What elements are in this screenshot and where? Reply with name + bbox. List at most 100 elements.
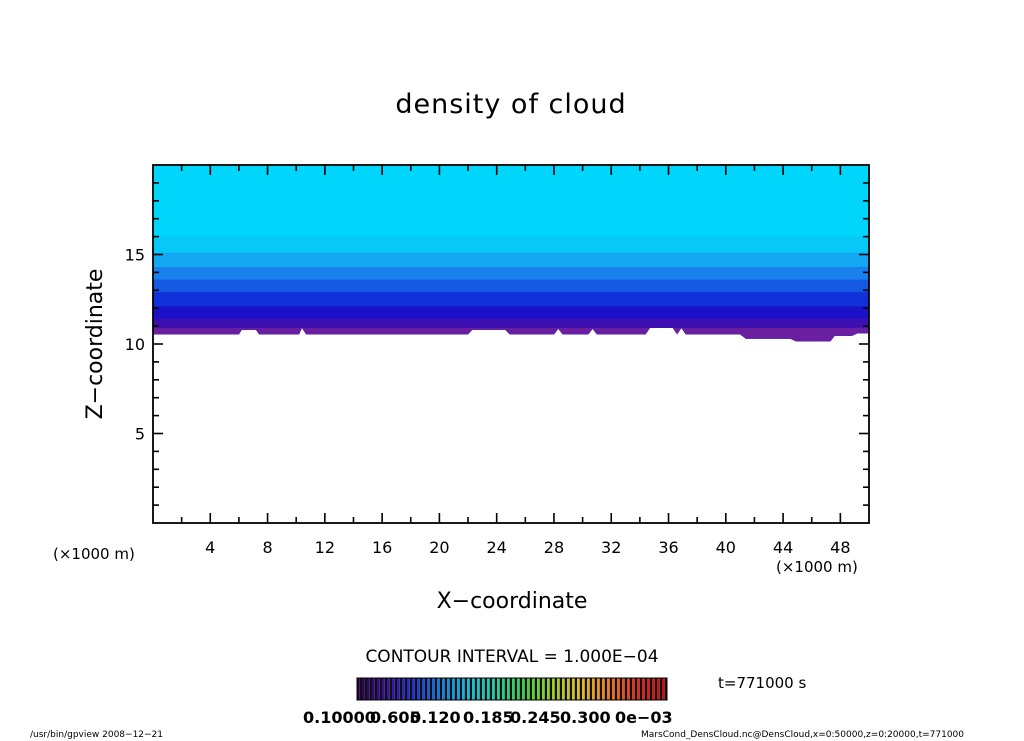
colorbar-separator xyxy=(614,678,617,700)
colorbar-swatch xyxy=(647,678,650,700)
colorbar-separator xyxy=(424,678,427,700)
colorbar-swatch xyxy=(427,678,430,700)
colorbar-tick-label: 0.185 xyxy=(463,708,514,727)
colorbar-separator xyxy=(479,678,482,700)
colorbar-swatch xyxy=(382,678,385,700)
x-tick-label: 4 xyxy=(205,538,215,557)
colorbar-separator xyxy=(574,678,577,700)
x-axis-ticks: 4 8 12 16 20 24 28 32 36 40 44 48 xyxy=(180,165,851,557)
colorbar-separator xyxy=(379,678,382,700)
colorbar-swatch xyxy=(437,678,440,700)
colorbar-separator xyxy=(419,678,422,700)
colorbar-separator xyxy=(589,678,592,700)
colorbar-swatch xyxy=(457,678,460,700)
colorbar-separator xyxy=(484,678,487,700)
colorbar-separator xyxy=(524,678,527,700)
colorbar-swatch xyxy=(542,678,545,700)
colorbar-separator xyxy=(529,678,532,700)
colorbar-swatch xyxy=(522,678,525,700)
colorbar-separator xyxy=(494,678,497,700)
colorbar-separator xyxy=(474,678,477,700)
x-tick-label: 8 xyxy=(262,538,272,557)
y-tick-label: 15 xyxy=(125,246,145,265)
colorbar-swatch xyxy=(547,678,550,700)
colorbar-separator xyxy=(439,678,442,700)
x-axis-label: X−coordinate xyxy=(437,589,588,614)
colorbar-swatch xyxy=(637,678,640,700)
colorbar-swatch xyxy=(612,678,615,700)
colorbar-swatch xyxy=(422,678,425,700)
chart-title: density of cloud xyxy=(395,89,626,120)
colorbar-separator xyxy=(654,678,657,700)
colorbar-swatch xyxy=(562,678,565,700)
colorbar-separator xyxy=(594,678,597,700)
colorbar-separator xyxy=(639,678,642,700)
colorbar-swatch xyxy=(397,678,400,700)
colorbar-swatch xyxy=(557,678,560,700)
colorbar-separator xyxy=(469,678,472,700)
colorbar-separator xyxy=(644,678,647,700)
colorbar-swatch xyxy=(407,678,410,700)
plot-area xyxy=(153,165,869,342)
colorbar-swatch xyxy=(582,678,585,700)
colorbar-separator xyxy=(659,678,662,700)
colorbar xyxy=(357,678,667,700)
colorbar-swatch xyxy=(462,678,465,700)
colorbar-swatch xyxy=(467,678,470,700)
colorbar-swatch xyxy=(622,678,625,700)
colorbar-tick-label: 0.245 xyxy=(510,708,561,727)
time-label: t=771000 s xyxy=(718,674,806,692)
colorbar-swatch xyxy=(527,678,530,700)
x-tick-label: 40 xyxy=(716,538,736,557)
y-tick-label: 5 xyxy=(135,425,145,444)
colorbar-swatch xyxy=(442,678,445,700)
colorbar-swatch xyxy=(597,678,600,700)
colorbar-separator xyxy=(399,678,402,700)
colorbar-swatch xyxy=(602,678,605,700)
colorbar-swatch xyxy=(512,678,515,700)
x-tick-label: 28 xyxy=(544,538,564,557)
colorbar-separator xyxy=(569,678,572,700)
colorbar-swatch xyxy=(387,678,390,700)
colorbar-separator xyxy=(634,678,637,700)
x-tick-label: 36 xyxy=(658,538,678,557)
colorbar-separator xyxy=(629,678,632,700)
colorbar-separator xyxy=(649,678,652,700)
colorbar-swatch xyxy=(487,678,490,700)
colorbar-swatch xyxy=(652,678,655,700)
colorbar-separator xyxy=(489,678,492,700)
colorbar-separator xyxy=(539,678,542,700)
colorbar-swatch xyxy=(662,678,665,700)
colorbar-swatch xyxy=(377,678,380,700)
colorbar-separator xyxy=(459,678,462,700)
colorbar-swatch xyxy=(372,678,375,700)
colorbar-tick-label: 0.605 xyxy=(370,708,421,727)
colorbar-swatch xyxy=(607,678,610,700)
colorbar-separator xyxy=(624,678,627,700)
contour-bands xyxy=(153,165,869,342)
colorbar-swatch xyxy=(502,678,505,700)
x-unit-label-right: (×1000 m) xyxy=(776,558,858,576)
colorbar-swatch xyxy=(477,678,480,700)
colorbar-separator xyxy=(519,678,522,700)
colorbar-separator xyxy=(619,678,622,700)
x-tick-label: 16 xyxy=(372,538,392,557)
colorbar-swatch xyxy=(507,678,510,700)
footer-right: MarsCond_DensCloud.nc@DensCloud,x=0:5000… xyxy=(641,730,964,740)
colorbar-swatch xyxy=(497,678,500,700)
colorbar-separator xyxy=(504,678,507,700)
colorbar-swatch xyxy=(362,678,365,700)
colorbar-swatch xyxy=(402,678,405,700)
colorbar-swatch xyxy=(552,678,555,700)
colorbar-swatch xyxy=(517,678,520,700)
y-axis-label: Z−coordinate xyxy=(83,269,108,420)
colorbar-swatch xyxy=(587,678,590,700)
colorbar-separator xyxy=(444,678,447,700)
x-tick-label: 48 xyxy=(830,538,850,557)
colorbar-separator xyxy=(549,678,552,700)
colorbar-separator xyxy=(544,678,547,700)
contour-band xyxy=(153,327,869,342)
colorbar-separator xyxy=(559,678,562,700)
